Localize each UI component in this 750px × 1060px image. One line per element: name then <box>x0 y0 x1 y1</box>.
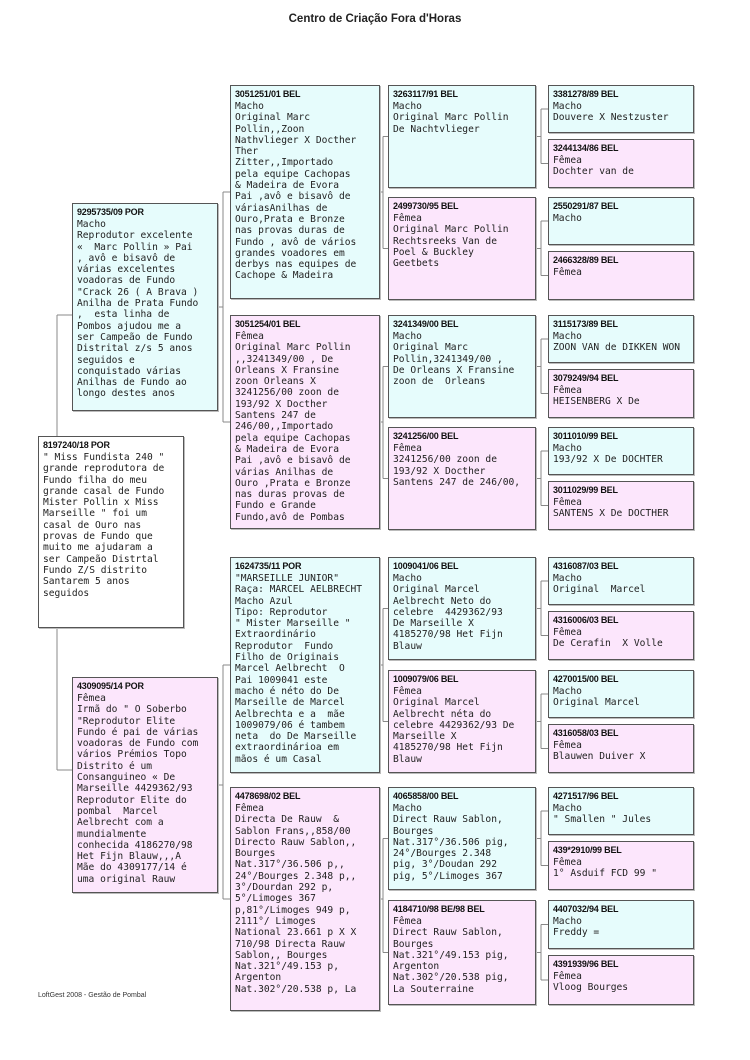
pigeon-card: 4407032/94 BEL Macho Freddy = <box>548 900 694 949</box>
ring-number: 4065858/00 BEL <box>393 791 459 801</box>
pigeon-description: Macho ZOON VAN de DIKKEN WON <box>553 331 681 354</box>
ring-number: 8197240/18 POR <box>43 440 110 450</box>
ring-number: 3011029/99 BEL <box>553 485 618 495</box>
pigeon-card: 4270015/00 BEL Macho Original Marcel <box>548 670 694 718</box>
pigeon-card: 9295735/09 POR Macho Reprodutor excelente… <box>72 203 218 411</box>
pigeon-card: 4316087/03 BEL Macho Original Marcel <box>548 557 694 605</box>
pigeon-card: 3051254/01 BEL Fêmea Original Marc Pollin… <box>230 315 380 529</box>
pigeon-description: Fêmea Directa De Rauw & Sablon Frans,,85… <box>235 803 357 995</box>
pigeon-card: 4184710/98 BE/98 BEL Fêmea Direct Rauw Sa… <box>388 900 536 1005</box>
pigeon-description: Fêmea Dochter van de <box>553 155 634 178</box>
pigeon-description: Fêmea Original Marcel Aelbrecht néta do … <box>393 686 515 765</box>
ring-number: 1009041/06 BEL <box>393 561 459 571</box>
ring-number: 3079249/94 BEL <box>553 373 619 383</box>
pigeon-card: 3011029/99 BEL Fêmea SANTENS X De DOCTHER <box>548 481 694 530</box>
ring-number: 3241349/00 BEL <box>393 319 459 329</box>
pigeon-description: Fêmea Blauwen Duiver X <box>553 740 646 763</box>
ring-number: 4478698/02 BEL <box>235 791 301 801</box>
pigeon-card: 4271517/96 BEL Macho " Smallen " Jules <box>548 787 694 835</box>
ring-number: 439*2910/99 BEL <box>553 845 622 855</box>
ring-number: 3115173/89 BEL <box>553 319 618 329</box>
ring-number: 4316087/03 BEL <box>553 561 619 571</box>
pigeon-description: Fêmea Direct Rauw Sablon, Bourges Nat.32… <box>393 916 509 995</box>
ring-number: 4271517/96 BEL <box>553 791 619 801</box>
pigeon-card: 3079249/94 BEL Fêmea HEISENBERG X De <box>548 369 694 418</box>
pigeon-description: Fêmea 3241256/00 zoon de 193/92 X Docthe… <box>393 443 521 488</box>
pigeon-card: 439*2910/99 BEL Fêmea 1° Asduif FCD 99 " <box>548 841 694 890</box>
pigeon-card: 3263117/91 BEL Macho Original Marc Pollin… <box>388 85 536 188</box>
pigeon-description: " Miss Fundista 240 " grande reprodutora… <box>43 452 165 599</box>
ring-number: 4309095/14 POR <box>77 681 144 691</box>
pigeon-card: 3381278/89 BEL Macho Douvere X Nestzuster <box>548 85 694 133</box>
pigeon-description: Macho " Smallen " Jules <box>553 803 652 826</box>
pigeon-description: Macho Original Marcel <box>553 686 640 709</box>
pigeon-card: 4309095/14 POR Fêmea Irmã do " O Soberbo … <box>72 677 218 893</box>
ring-number: 3051254/01 BEL <box>235 319 301 329</box>
pigeon-description: Macho Original Marc Pollin,3241349/00 , … <box>393 331 515 388</box>
pigeon-card: 3241256/00 BEL Fêmea 3241256/00 zoon de 1… <box>388 427 536 530</box>
pigeon-description: Fêmea 1° Asduif FCD 99 " <box>553 857 657 880</box>
pigeon-card: 2550291/87 BEL Macho <box>548 197 694 245</box>
pigeon-description: Macho Original Marc Pollin,,Zoon Nathvli… <box>235 101 357 282</box>
pigeon-card: 1009079/06 BEL Fêmea Original Marcel Aelb… <box>388 670 536 773</box>
pigeon-description: Fêmea <box>553 267 582 278</box>
ring-number: 4316006/03 BEL <box>553 615 619 625</box>
ring-number: 4270015/00 BEL <box>553 674 619 684</box>
pigeon-description: Fêmea Original Marc Pollin ,,3241349/00 … <box>235 331 351 523</box>
ring-number: 3244134/86 BEL <box>553 143 619 153</box>
pigeon-card: 3244134/86 BEL Fêmea Dochter van de <box>548 139 694 188</box>
pigeon-description: Fêmea Original Marc Pollin Rechtsreeks V… <box>393 213 509 270</box>
pigeon-description: Macho Douvere X Nestzuster <box>553 101 669 124</box>
pigeon-card-subject: 8197240/18 POR " Miss Fundista 240 " gran… <box>38 436 184 628</box>
pigeon-card: 1624735/11 POR "MARSEILLE JUNIOR" Raça: M… <box>230 557 380 773</box>
pigeon-description: Fêmea HEISENBERG X De <box>553 385 640 408</box>
pigeon-description: Macho Freddy = <box>553 916 600 939</box>
pigeon-description: Macho <box>553 213 582 224</box>
pigeon-description: Macho Original Marc Pollin De Nachtvlieg… <box>393 101 509 135</box>
pigeon-card: 3241349/00 BEL Macho Original Marc Pollin… <box>388 315 536 418</box>
ring-number: 3263117/91 BEL <box>393 89 458 99</box>
pigeon-card: 4065858/00 BEL Macho Direct Rauw Sablon, … <box>388 787 536 890</box>
pigeon-card: 4391939/96 BEL Fêmea Vloog Bourges <box>548 955 694 1005</box>
pigeon-card: 3051251/01 BEL Macho Original Marc Pollin… <box>230 85 380 299</box>
footer: LoftGest 2008 - Gestão de Pombal <box>38 992 147 999</box>
pigeon-description: Fêmea De Cerafin X Volle <box>553 627 663 650</box>
pigeon-card: 4316058/03 BEL Fêmea Blauwen Duiver X <box>548 724 694 773</box>
pigeon-description: Fêmea Vloog Bourges <box>553 971 629 994</box>
pigeon-description: Fêmea SANTENS X De DOCTHER <box>553 497 669 520</box>
ring-number: 2466328/89 BEL <box>553 255 619 265</box>
ring-number: 1009079/06 BEL <box>393 674 459 684</box>
ring-number: 2550291/87 BEL <box>553 201 619 211</box>
ring-number: 3241256/00 BEL <box>393 431 459 441</box>
ring-number: 4184710/98 BE/98 BEL <box>393 904 485 914</box>
ring-number: 1624735/11 POR <box>235 561 302 571</box>
pigeon-card: 2466328/89 BEL Fêmea <box>548 251 694 300</box>
page-title: Centro de Criação Fora d'Horas <box>288 13 462 25</box>
pigeon-card: 2499730/95 BEL Fêmea Original Marc Pollin… <box>388 197 536 300</box>
pigeon-description: Macho Reprodutor excelente « Marc Pollin… <box>77 219 199 400</box>
ring-number: 3051251/01 BEL <box>235 89 301 99</box>
pigeon-description: Macho 193/92 X De DOCHTER <box>553 443 663 466</box>
ring-number: 3381278/89 BEL <box>553 89 619 99</box>
pigeon-card: 3011010/99 BEL Macho 193/92 X De DOCHTER <box>548 427 694 475</box>
pigeon-description: "MARSEILLE JUNIOR" Raça: MARCEL AELBRECH… <box>235 573 363 765</box>
pigeon-description: Macho Original Marcel <box>553 573 646 596</box>
ring-number: 3011010/99 BEL <box>553 431 618 441</box>
ring-number: 4407032/94 BEL <box>553 904 619 914</box>
ring-number: 4316058/03 BEL <box>553 728 619 738</box>
ring-number: 2499730/95 BEL <box>393 201 459 211</box>
ring-number: 9295735/09 POR <box>77 207 144 217</box>
pigeon-card: 4478698/02 BEL Fêmea Directa De Rauw & Sa… <box>230 787 380 1011</box>
pigeon-card: 1009041/06 BEL Macho Original Marcel Aelb… <box>388 557 536 660</box>
pigeon-card: 3115173/89 BEL Macho ZOON VAN de DIKKEN W… <box>548 315 694 363</box>
pigeon-description: Macho Direct Rauw Sablon, Bourges Nat.31… <box>393 803 509 882</box>
ring-number: 4391939/96 BEL <box>553 959 619 969</box>
pigeon-description: Macho Original Marcel Aelbrecht Neto do … <box>393 573 503 652</box>
pigeon-card: 4316006/03 BEL Fêmea De Cerafin X Volle <box>548 611 694 660</box>
pigeon-description: Fêmea Irmã do " O Soberbo "Reprodutor El… <box>77 693 199 885</box>
